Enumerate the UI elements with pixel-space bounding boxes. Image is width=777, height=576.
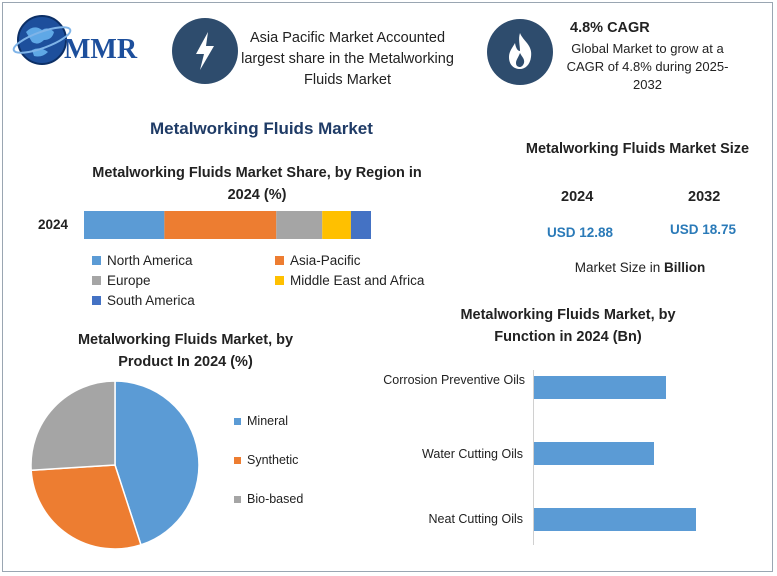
product-pie-title: Metalworking Fluids Market, by Product I…	[77, 332, 294, 370]
legend-label-europe: Europe	[107, 273, 151, 288]
legend-item-south-america: South America	[92, 293, 195, 308]
pie-slice-mineral	[114, 380, 200, 546]
market-size-unit-note: Market Size in Billion	[545, 260, 735, 275]
region-highlight-text: Asia Pacific Market Accounted largest sh…	[241, 30, 454, 88]
region-bar-segment-middle-east-and-africa	[322, 211, 351, 239]
region-stacked-bar	[84, 211, 371, 239]
pie-legend-swatch-mineral	[234, 417, 241, 425]
legend-swatch-middle-east-africa	[275, 276, 284, 285]
market-size-value-2032: USD 18.75	[670, 222, 737, 237]
pie-legend-mineral: Mineral	[234, 414, 288, 428]
legend-item-middle-east-africa: Middle East and Africa	[275, 273, 424, 288]
pie-legend-label-bio-based: Bio-based	[247, 492, 304, 506]
pie-slice-synthetic	[30, 464, 142, 550]
main-title: Metalworking Fluids Market	[150, 119, 373, 138]
pie-legend-synthetic: Synthetic	[234, 453, 298, 467]
region-share-title: Metalworking Fluids Market Share, by Reg…	[92, 165, 422, 203]
legend-swatch-north-america	[92, 256, 101, 265]
region-bar-segment-south-america	[350, 211, 371, 239]
legend-label-asia-pacific: Asia-Pacific	[290, 253, 361, 268]
legend-swatch-asia-pacific	[275, 256, 284, 265]
pie-legend-bio-based: Bio-based	[234, 492, 303, 506]
function-label-neat-cutting-oils: Neat Cutting Oils	[428, 512, 523, 526]
legend-label-middle-east-africa: Middle East and Africa	[290, 273, 425, 288]
function-bar-neat-cutting-oils	[534, 508, 696, 531]
flame-icon-badge	[487, 19, 553, 85]
function-label-corrosion-preventive-oils: Corrosion Preventive Oils	[383, 373, 525, 387]
pie-legend-swatch-synthetic	[234, 456, 241, 464]
market-size-year-2032: 2032	[688, 189, 721, 205]
market-size-year-2024: 2024	[561, 189, 594, 205]
legend-item-europe: Europe	[92, 273, 151, 288]
function-bar-water-cutting-oils	[534, 442, 654, 465]
market-size-title: Metalworking Fluids Market Size	[525, 141, 750, 157]
cagr-description: Global Market to grow at a CAGR of 4.8% …	[566, 41, 729, 92]
market-size-note-prefix: Market Size in	[574, 260, 661, 275]
mmr-logo: MMR	[12, 15, 138, 65]
region-bar-category-label: 2024	[38, 217, 69, 232]
region-bar-segment-europe	[276, 211, 323, 239]
pie-legend-label-mineral: Mineral	[247, 414, 288, 428]
logo-text: MMR	[64, 34, 138, 65]
flame-icon	[509, 33, 532, 69]
market-size-value-2024: USD 12.88	[547, 225, 614, 240]
pie-legend-swatch-bio-based	[234, 495, 241, 503]
legend-item-asia-pacific: Asia-Pacific	[275, 253, 361, 268]
region-bar-segment-north-america	[84, 211, 165, 239]
lightning-icon	[196, 32, 214, 70]
function-bar-title: Metalworking Fluids Market, by Function …	[460, 307, 676, 345]
function-bar-corrosion-preventive-oils	[534, 376, 666, 399]
legend-label-south-america: South America	[107, 293, 195, 308]
function-label-water-cutting-oils: Water Cutting Oils	[422, 447, 523, 461]
product-pie-chart	[30, 380, 200, 550]
function-bar-chart	[533, 370, 696, 545]
lightning-icon-badge	[172, 18, 238, 84]
pie-legend-label-synthetic: Synthetic	[247, 453, 299, 467]
legend-swatch-europe	[92, 276, 101, 285]
market-size-note-unit: Billion	[664, 260, 706, 275]
pie-slice-bio-based	[30, 380, 116, 472]
legend-item-north-america: North America	[92, 253, 193, 268]
legend-label-north-america: North America	[107, 253, 193, 268]
legend-swatch-south-america	[92, 296, 101, 305]
region-bar-segment-asia-pacific	[164, 211, 277, 239]
cagr-title: 4.8% CAGR	[570, 20, 650, 36]
